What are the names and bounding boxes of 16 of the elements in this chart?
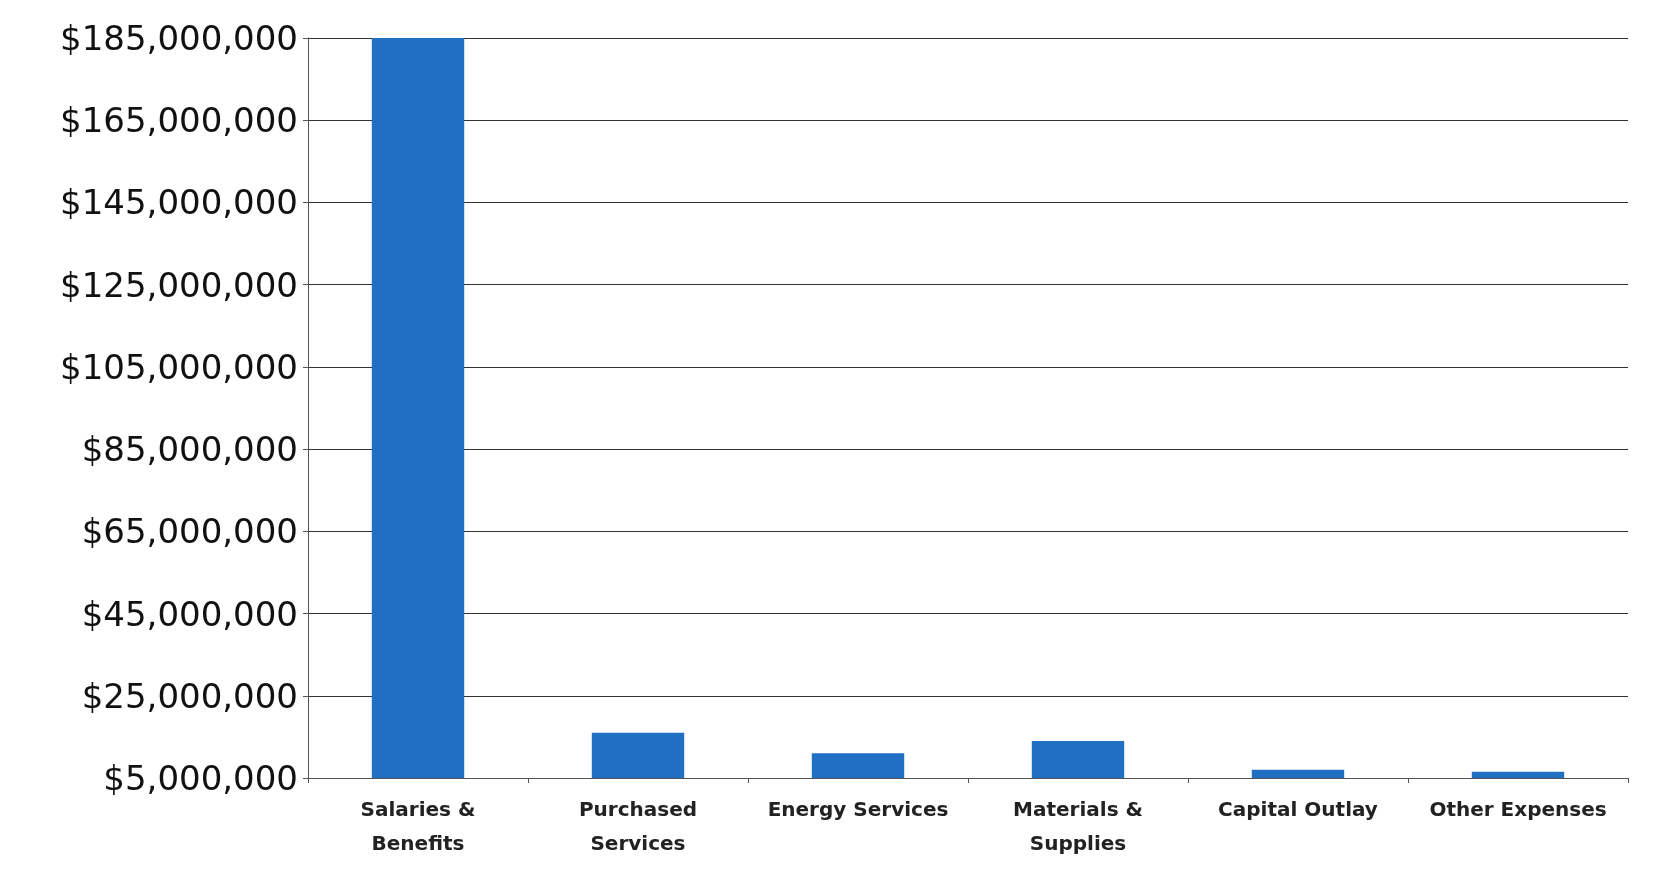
y-tick-label: $45,000,000 xyxy=(81,593,298,634)
y-tick-label: $185,000,000 xyxy=(60,18,298,58)
y-tick-label: $125,000,000 xyxy=(60,264,298,305)
x-tick-label: Other Expenses xyxy=(1429,797,1607,821)
y-tick-label: $85,000,000 xyxy=(81,429,298,470)
y-tick-label: $105,000,000 xyxy=(60,346,298,387)
x-tick-label: Purchased Services xyxy=(578,797,698,855)
x-tick-label: Salaries & Benefits xyxy=(360,797,476,855)
x-tick-label: Energy Services xyxy=(767,797,949,821)
y-tick-label: $65,000,000 xyxy=(81,511,298,552)
x-tick-label: Capital Outlay xyxy=(1218,797,1378,821)
y-tick-label: $5,000,000 xyxy=(103,758,298,798)
y-tick-label: $165,000,000 xyxy=(60,100,298,141)
y-tick-label: $145,000,000 xyxy=(60,182,298,223)
y-tick-label: $25,000,000 xyxy=(81,675,298,716)
x-tick-label: Materials & Supplies xyxy=(1013,797,1143,855)
